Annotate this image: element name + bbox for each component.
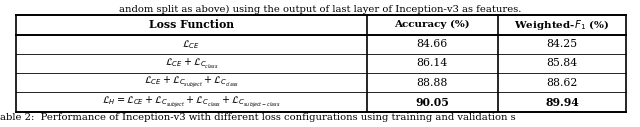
Text: 89.94: 89.94 <box>545 97 579 108</box>
Text: $\mathcal{L}_{CE}$: $\mathcal{L}_{CE}$ <box>182 38 200 51</box>
Text: $\mathcal{L}_{CE} + \mathcal{L}_{C_{subject}} + \mathcal{L}_{C_{class}}$: $\mathcal{L}_{CE} + \mathcal{L}_{C_{subj… <box>144 75 239 90</box>
Text: $\mathcal{L}_{H} = \mathcal{L}_{CE} + \mathcal{L}_{C_{subject}} + \mathcal{L}_{C: $\mathcal{L}_{H} = \mathcal{L}_{CE} + \m… <box>102 95 280 110</box>
Text: 85.84: 85.84 <box>547 59 577 68</box>
Text: 84.66: 84.66 <box>417 39 448 49</box>
Text: 84.25: 84.25 <box>547 39 577 49</box>
Text: $\mathcal{L}_{CE} + \mathcal{L}_{C_{class}}$: $\mathcal{L}_{CE} + \mathcal{L}_{C_{clas… <box>164 57 218 70</box>
Text: 88.88: 88.88 <box>417 78 448 88</box>
Text: 88.62: 88.62 <box>546 78 577 88</box>
Text: 86.14: 86.14 <box>417 59 448 68</box>
Text: Loss Function: Loss Function <box>149 19 234 30</box>
Text: able 2:  Performance of Inception-v3 with different loss configurations using tr: able 2: Performance of Inception-v3 with… <box>0 113 516 122</box>
Text: Accuracy (%): Accuracy (%) <box>394 20 470 29</box>
Text: andom split as above) using the output of last layer of Inception-v3 as features: andom split as above) using the output o… <box>119 4 521 14</box>
Text: 90.05: 90.05 <box>415 97 449 108</box>
Text: Weighted-$\mathit{F}_1$ (%): Weighted-$\mathit{F}_1$ (%) <box>515 18 609 32</box>
